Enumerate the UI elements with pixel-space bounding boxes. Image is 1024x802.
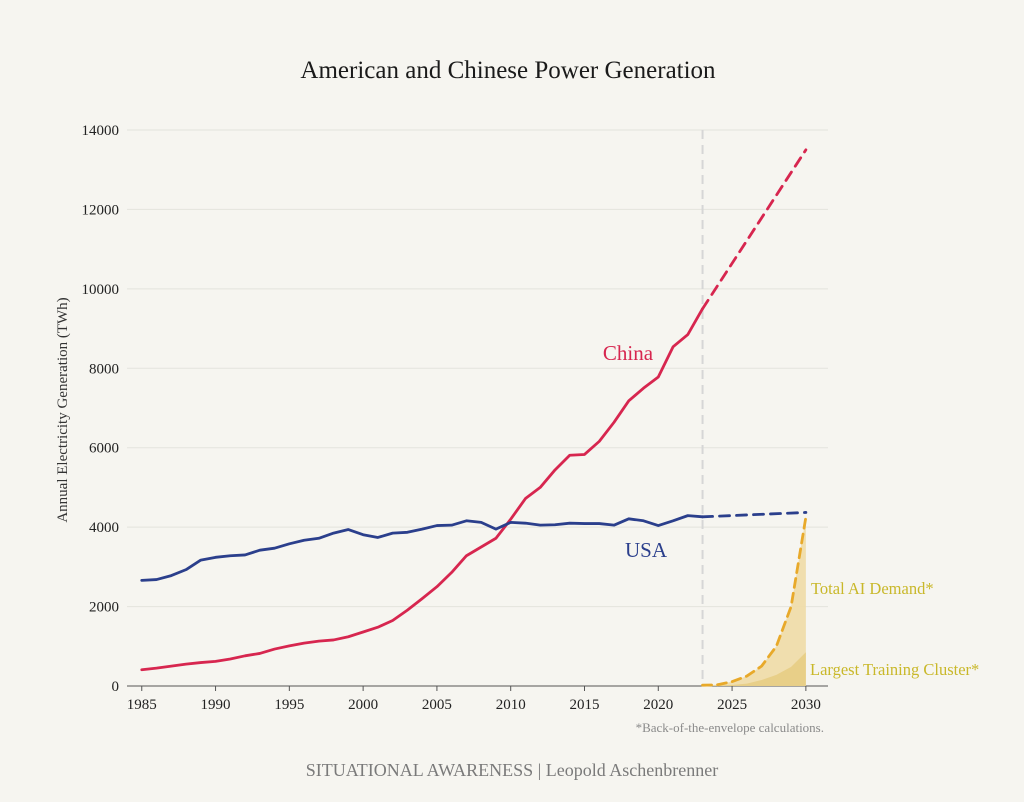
usa-projection-line [701,511,808,519]
y-tick-label: 10000 [82,282,120,298]
y-tick-label: 6000 [89,441,119,457]
credit-line: SITUATIONAL AWARENESS | Leopold Aschenbr… [306,760,718,780]
footnote: *Back-of-the-envelope calculations. [636,720,824,735]
y-axis-ticks: 0 2000 4000 6000 8000 10000 12000 14000 [82,123,120,695]
y-tick-label: 12000 [82,202,120,218]
total-ai-demand-line [701,515,808,687]
total-ai-demand-label: Total AI Demand* [811,579,934,598]
y-tick-label: 14000 [82,123,120,139]
x-tick-label: 2005 [422,697,452,713]
y-tick-label: 8000 [89,361,119,377]
y-tick-label: 4000 [89,520,119,536]
largest-training-cluster-area [702,652,806,686]
china-label: China [603,341,654,365]
x-tick-label: 1985 [127,697,157,713]
ai-demand-fills [702,517,806,686]
x-axis-ticks: 1985 1990 1995 2000 2005 2010 2015 2020 2025 2030 [127,686,821,713]
x-tick-label: 2000 [348,697,378,713]
x-tick-label: 1995 [274,697,304,713]
gridlines [127,129,828,687]
china-line [140,307,704,672]
chart-title: American and Chinese Power Generation [300,57,716,84]
x-tick-label: 2010 [496,697,526,713]
y-tick-label: 0 [112,679,120,695]
largest-training-cluster-label: Largest Training Cluster* [810,660,979,679]
x-tick-label: 2030 [791,697,821,713]
x-tick-label: 1990 [201,697,231,713]
y-tick-label: 2000 [89,600,119,616]
x-tick-label: 2015 [569,697,599,713]
x-tick-label: 2020 [643,697,673,713]
x-tick-label: 2025 [717,697,747,713]
total-ai-demand-area [702,517,806,686]
y-axis-label: Annual Electricity Generation (TWh) [55,297,71,522]
china-projection-line [701,148,808,311]
usa-line [140,514,704,582]
usa-label: USA [625,538,668,562]
series-lines [140,148,808,687]
